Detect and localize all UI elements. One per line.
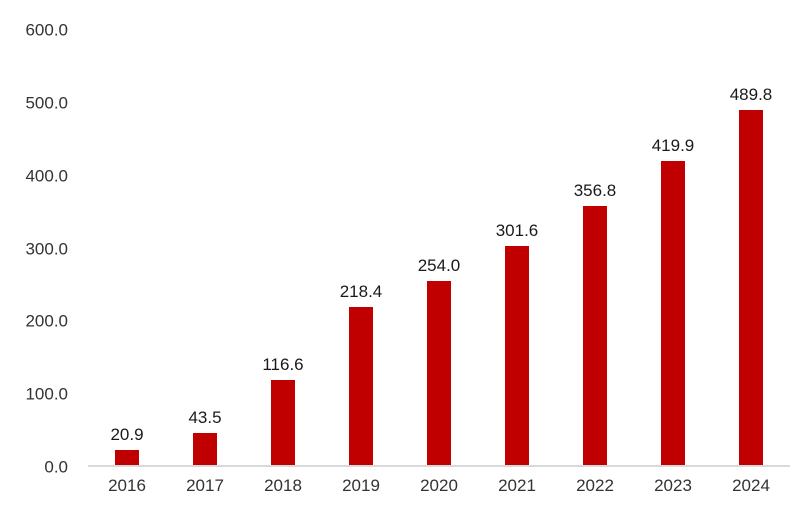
bar-value-label: 20.9 [110, 424, 144, 444]
bar-column: 301.6 [478, 30, 556, 465]
bar-column: 419.9 [634, 30, 712, 465]
x-axis-tick-label: 2021 [498, 476, 536, 495]
x-axis: 2016 2017 2018 2019 2020 2021 2022 2023 2024 [88, 467, 790, 513]
bar [583, 206, 607, 465]
y-axis-tick-label: 100.0 [25, 384, 68, 404]
bar [739, 109, 763, 465]
y-axis-tick-label: 400.0 [25, 166, 68, 186]
x-axis-tick-label: 2019 [342, 476, 380, 495]
x-axis-tick-label: 2017 [186, 476, 224, 495]
bar-value-label: 116.6 [262, 355, 304, 375]
bar [115, 449, 139, 465]
bar [505, 246, 529, 465]
bar-column: 43.5 [166, 30, 244, 465]
bar-value-label: 489.8 [729, 84, 773, 104]
x-axis-tick-label: 2023 [654, 476, 692, 495]
y-axis-tick-label: 300.0 [25, 239, 68, 258]
x-axis-tick-label: 2024 [732, 476, 770, 495]
bar-value-label: 218.4 [339, 281, 383, 301]
bar-column: 116.6 [244, 30, 322, 465]
y-axis-tick-label: 0.0 [44, 457, 68, 477]
bar-value-label: 419.9 [651, 135, 695, 155]
bar [271, 380, 295, 465]
y-axis-tick-label: 500.0 [25, 93, 68, 113]
plot-area: 20.9 43.5 116.6 218.4 254.0 301.6 356.8 419.9 48… [88, 30, 790, 467]
y-axis: 0.0 100.0 200.0 300.0 400.0 500.0 600.0 [0, 22, 68, 476]
bar-value-label: 356.8 [573, 181, 617, 201]
bar [661, 160, 685, 465]
bar-column: 254.0 [400, 30, 478, 465]
y-axis-tick-label: 600.0 [25, 20, 68, 40]
x-axis-tick-label: 2022 [576, 476, 614, 495]
bar-column: 489.8 [712, 30, 790, 465]
bar-value-label: 43.5 [188, 408, 222, 428]
bar-column: 356.8 [556, 30, 634, 465]
bar-value-label: 254.0 [417, 255, 461, 275]
bar-column: 20.9 [88, 30, 166, 465]
y-axis-tick-label: 200.0 [25, 311, 68, 331]
x-axis-tick-label: 2018 [264, 476, 302, 495]
bar [349, 306, 373, 465]
bar-value-label: 301.6 [495, 221, 539, 241]
bar [193, 433, 217, 465]
bar-column: 218.4 [322, 30, 400, 465]
x-axis-tick-label: 2016 [108, 476, 146, 495]
x-axis-tick-label: 2020 [420, 476, 458, 495]
bar [427, 280, 451, 465]
